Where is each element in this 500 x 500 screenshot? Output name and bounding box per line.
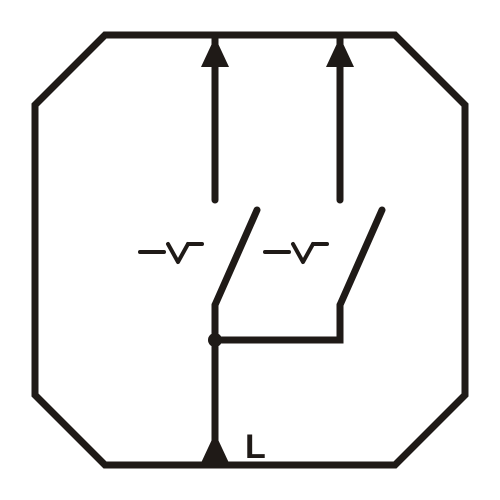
circuit-diagram: L: [0, 0, 500, 500]
terminal-label-L: L: [245, 428, 266, 466]
junction-dot: [208, 333, 222, 347]
canvas-bg: [0, 0, 500, 500]
